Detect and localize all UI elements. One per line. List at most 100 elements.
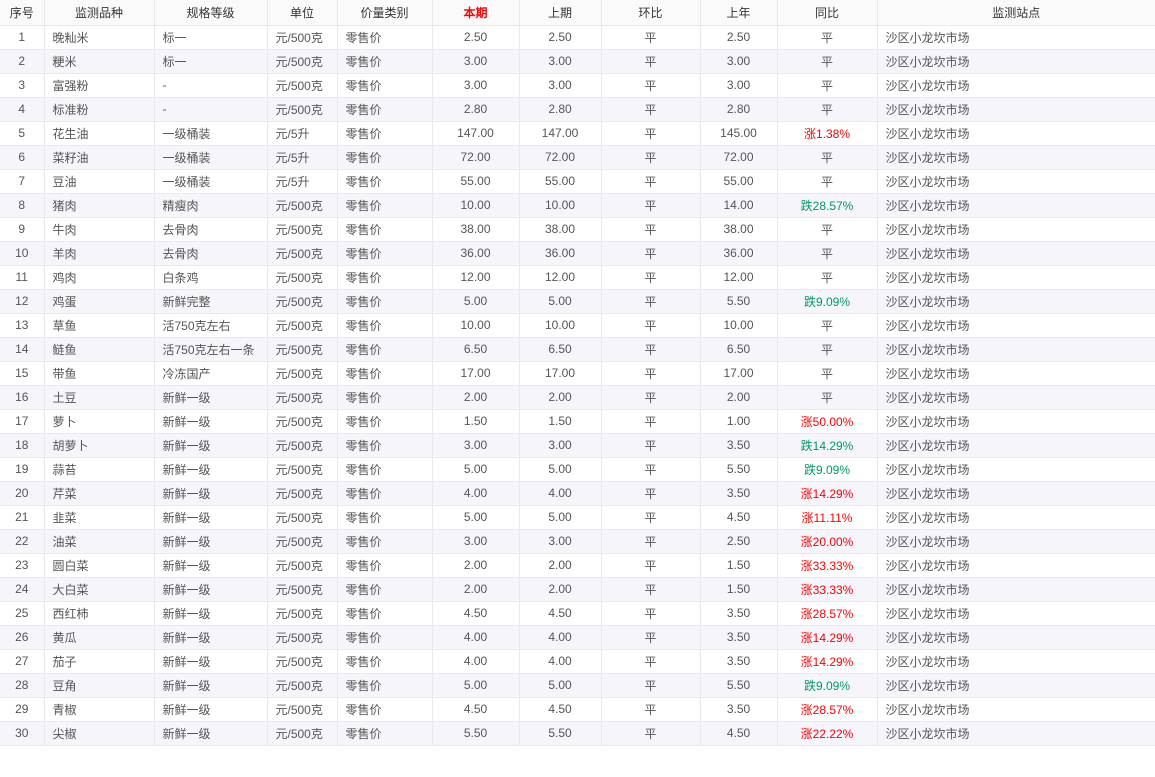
cell-station: 沙区小龙坎市场 — [877, 265, 1155, 290]
table-row: 6 菜籽油 一级桶装 元/5升 零售价 72.00 72.00 平 72.00 平沙区小龙坎市场 — [0, 145, 1155, 170]
cell-variety: 茄子 — [44, 649, 155, 674]
cell-unit: 元/500克 — [267, 481, 338, 506]
cell-variety: 粳米 — [44, 49, 155, 74]
cell-variety: 鲢鱼 — [44, 337, 155, 362]
cell-unit: 元/500克 — [267, 529, 338, 554]
table-row: 24 大白菜 新鲜一级 元/500克 零售价 2.00 2.00 平 1.50 涨33.33% 沙区… — [0, 577, 1155, 602]
cell-station: 沙区小龙坎市场 — [877, 625, 1155, 650]
cell-unit: 元/500克 — [267, 601, 338, 626]
cell-current: 4.50 — [432, 697, 520, 722]
cell-spec: 标一 — [154, 49, 268, 74]
price-monitor-table: 序号 监测品种 规格等级 单位 价量类别 本期 上期 环比 上年 同比 监测站点 1 晚籼米 标一 元/5… — [0, 0, 1155, 746]
table-row: 10 羊肉 去骨肉 元/500克 零售价 36.00 36.00 平 36.00 平沙区小龙坎市场 — [0, 241, 1155, 266]
cell-index: 15 — [0, 361, 45, 386]
cell-current: 5.50 — [432, 721, 520, 746]
cell-variety: 豆油 — [44, 169, 155, 194]
cell-last_year: 2.80 — [700, 97, 778, 122]
cell-previous: 2.50 — [519, 25, 602, 50]
table-row: 1 晚籼米 标一 元/500克 零售价 2.50 2.50 平 2.50 平沙区小龙坎市场 — [0, 25, 1155, 50]
cell-previous: 2.00 — [519, 385, 602, 410]
cell-last_year: 4.50 — [700, 721, 778, 746]
cell-yoy: 平 — [777, 25, 878, 50]
cell-last_year: 2.00 — [700, 385, 778, 410]
cell-variety: 标准粉 — [44, 97, 155, 122]
cell-variety: 牛肉 — [44, 217, 155, 242]
cell-yoy: 平 — [777, 385, 878, 410]
cell-previous: 5.00 — [519, 289, 602, 314]
table-row: 15 带鱼 冷冻国产 元/500克 零售价 17.00 17.00 平 17.00 平沙区小龙坎市… — [0, 361, 1155, 386]
cell-current: 36.00 — [432, 241, 520, 266]
cell-station: 沙区小龙坎市场 — [877, 601, 1155, 626]
cell-unit: 元/500克 — [267, 73, 338, 98]
cell-index: 25 — [0, 601, 45, 626]
cell-index: 30 — [0, 721, 45, 746]
cell-unit: 元/5升 — [267, 145, 338, 170]
column-header-unit: 单位 — [267, 0, 338, 26]
table-row: 9 牛肉 去骨肉 元/500克 零售价 38.00 38.00 平 38.00 平沙区小龙坎市场 — [0, 217, 1155, 242]
cell-previous: 4.50 — [519, 601, 602, 626]
cell-current: 1.50 — [432, 409, 520, 434]
cell-index: 5 — [0, 121, 45, 146]
cell-current: 3.00 — [432, 73, 520, 98]
cell-previous: 4.50 — [519, 697, 602, 722]
cell-last_year: 3.50 — [700, 625, 778, 650]
cell-index: 6 — [0, 145, 45, 170]
cell-price_type: 零售价 — [337, 145, 433, 170]
cell-previous: 12.00 — [519, 265, 602, 290]
table-row: 5 花生油 一级桶装 元/5升 零售价 147.00 147.00 平 145.00 涨1.38%… — [0, 121, 1155, 146]
table-row: 28 豆角 新鲜一级 元/500克 零售价 5.00 5.00 平 5.50 跌9.09% 沙区小龙… — [0, 673, 1155, 698]
cell-spec: 精瘦肉 — [154, 193, 268, 218]
cell-index: 9 — [0, 217, 45, 242]
cell-variety: 花生油 — [44, 121, 155, 146]
column-header-price_type: 价量类别 — [337, 0, 433, 26]
cell-mom: 平 — [601, 361, 701, 386]
cell-price_type: 零售价 — [337, 697, 433, 722]
cell-station: 沙区小龙坎市场 — [877, 217, 1155, 242]
cell-previous: 72.00 — [519, 145, 602, 170]
cell-price_type: 零售价 — [337, 289, 433, 314]
cell-unit: 元/500克 — [267, 673, 338, 698]
table-row: 30 尖椒 新鲜一级 元/500克 零售价 5.50 5.50 平 4.50 涨22.22% 沙区小… — [0, 721, 1155, 746]
cell-yoy: 跌9.09% — [777, 289, 878, 314]
cell-last_year: 17.00 — [700, 361, 778, 386]
cell-index: 10 — [0, 241, 45, 266]
cell-current: 2.00 — [432, 385, 520, 410]
cell-last_year: 5.50 — [700, 673, 778, 698]
cell-spec: 白条鸡 — [154, 265, 268, 290]
cell-spec: 新鲜一级 — [154, 433, 268, 458]
cell-last_year: 72.00 — [700, 145, 778, 170]
cell-spec: 去骨肉 — [154, 241, 268, 266]
cell-yoy: 平 — [777, 49, 878, 74]
cell-variety: 圆白菜 — [44, 553, 155, 578]
cell-price_type: 零售价 — [337, 49, 433, 74]
cell-unit: 元/500克 — [267, 385, 338, 410]
cell-mom: 平 — [601, 385, 701, 410]
cell-mom: 平 — [601, 481, 701, 506]
cell-unit: 元/500克 — [267, 25, 338, 50]
cell-yoy: 涨11.11% — [777, 505, 878, 530]
cell-mom: 平 — [601, 601, 701, 626]
cell-spec: 活750克左右 — [154, 313, 268, 338]
column-header-spec: 规格等级 — [154, 0, 268, 26]
table-row: 26 黄瓜 新鲜一级 元/500克 零售价 4.00 4.00 平 3.50 涨14.29% 沙区小… — [0, 625, 1155, 650]
cell-current: 12.00 — [432, 265, 520, 290]
cell-variety: 黄瓜 — [44, 625, 155, 650]
cell-variety: 西红柿 — [44, 601, 155, 626]
cell-spec: 一级桶装 — [154, 121, 268, 146]
cell-station: 沙区小龙坎市场 — [877, 385, 1155, 410]
cell-spec: 一级桶装 — [154, 145, 268, 170]
cell-unit: 元/500克 — [267, 49, 338, 74]
cell-station: 沙区小龙坎市场 — [877, 529, 1155, 554]
cell-mom: 平 — [601, 121, 701, 146]
cell-index: 19 — [0, 457, 45, 482]
cell-mom: 平 — [601, 649, 701, 674]
cell-price_type: 零售价 — [337, 313, 433, 338]
cell-variety: 胡萝卜 — [44, 433, 155, 458]
cell-last_year: 3.00 — [700, 73, 778, 98]
cell-unit: 元/500克 — [267, 289, 338, 314]
cell-mom: 平 — [601, 265, 701, 290]
cell-variety: 蒜苔 — [44, 457, 155, 482]
cell-index: 2 — [0, 49, 45, 74]
cell-unit: 元/500克 — [267, 697, 338, 722]
